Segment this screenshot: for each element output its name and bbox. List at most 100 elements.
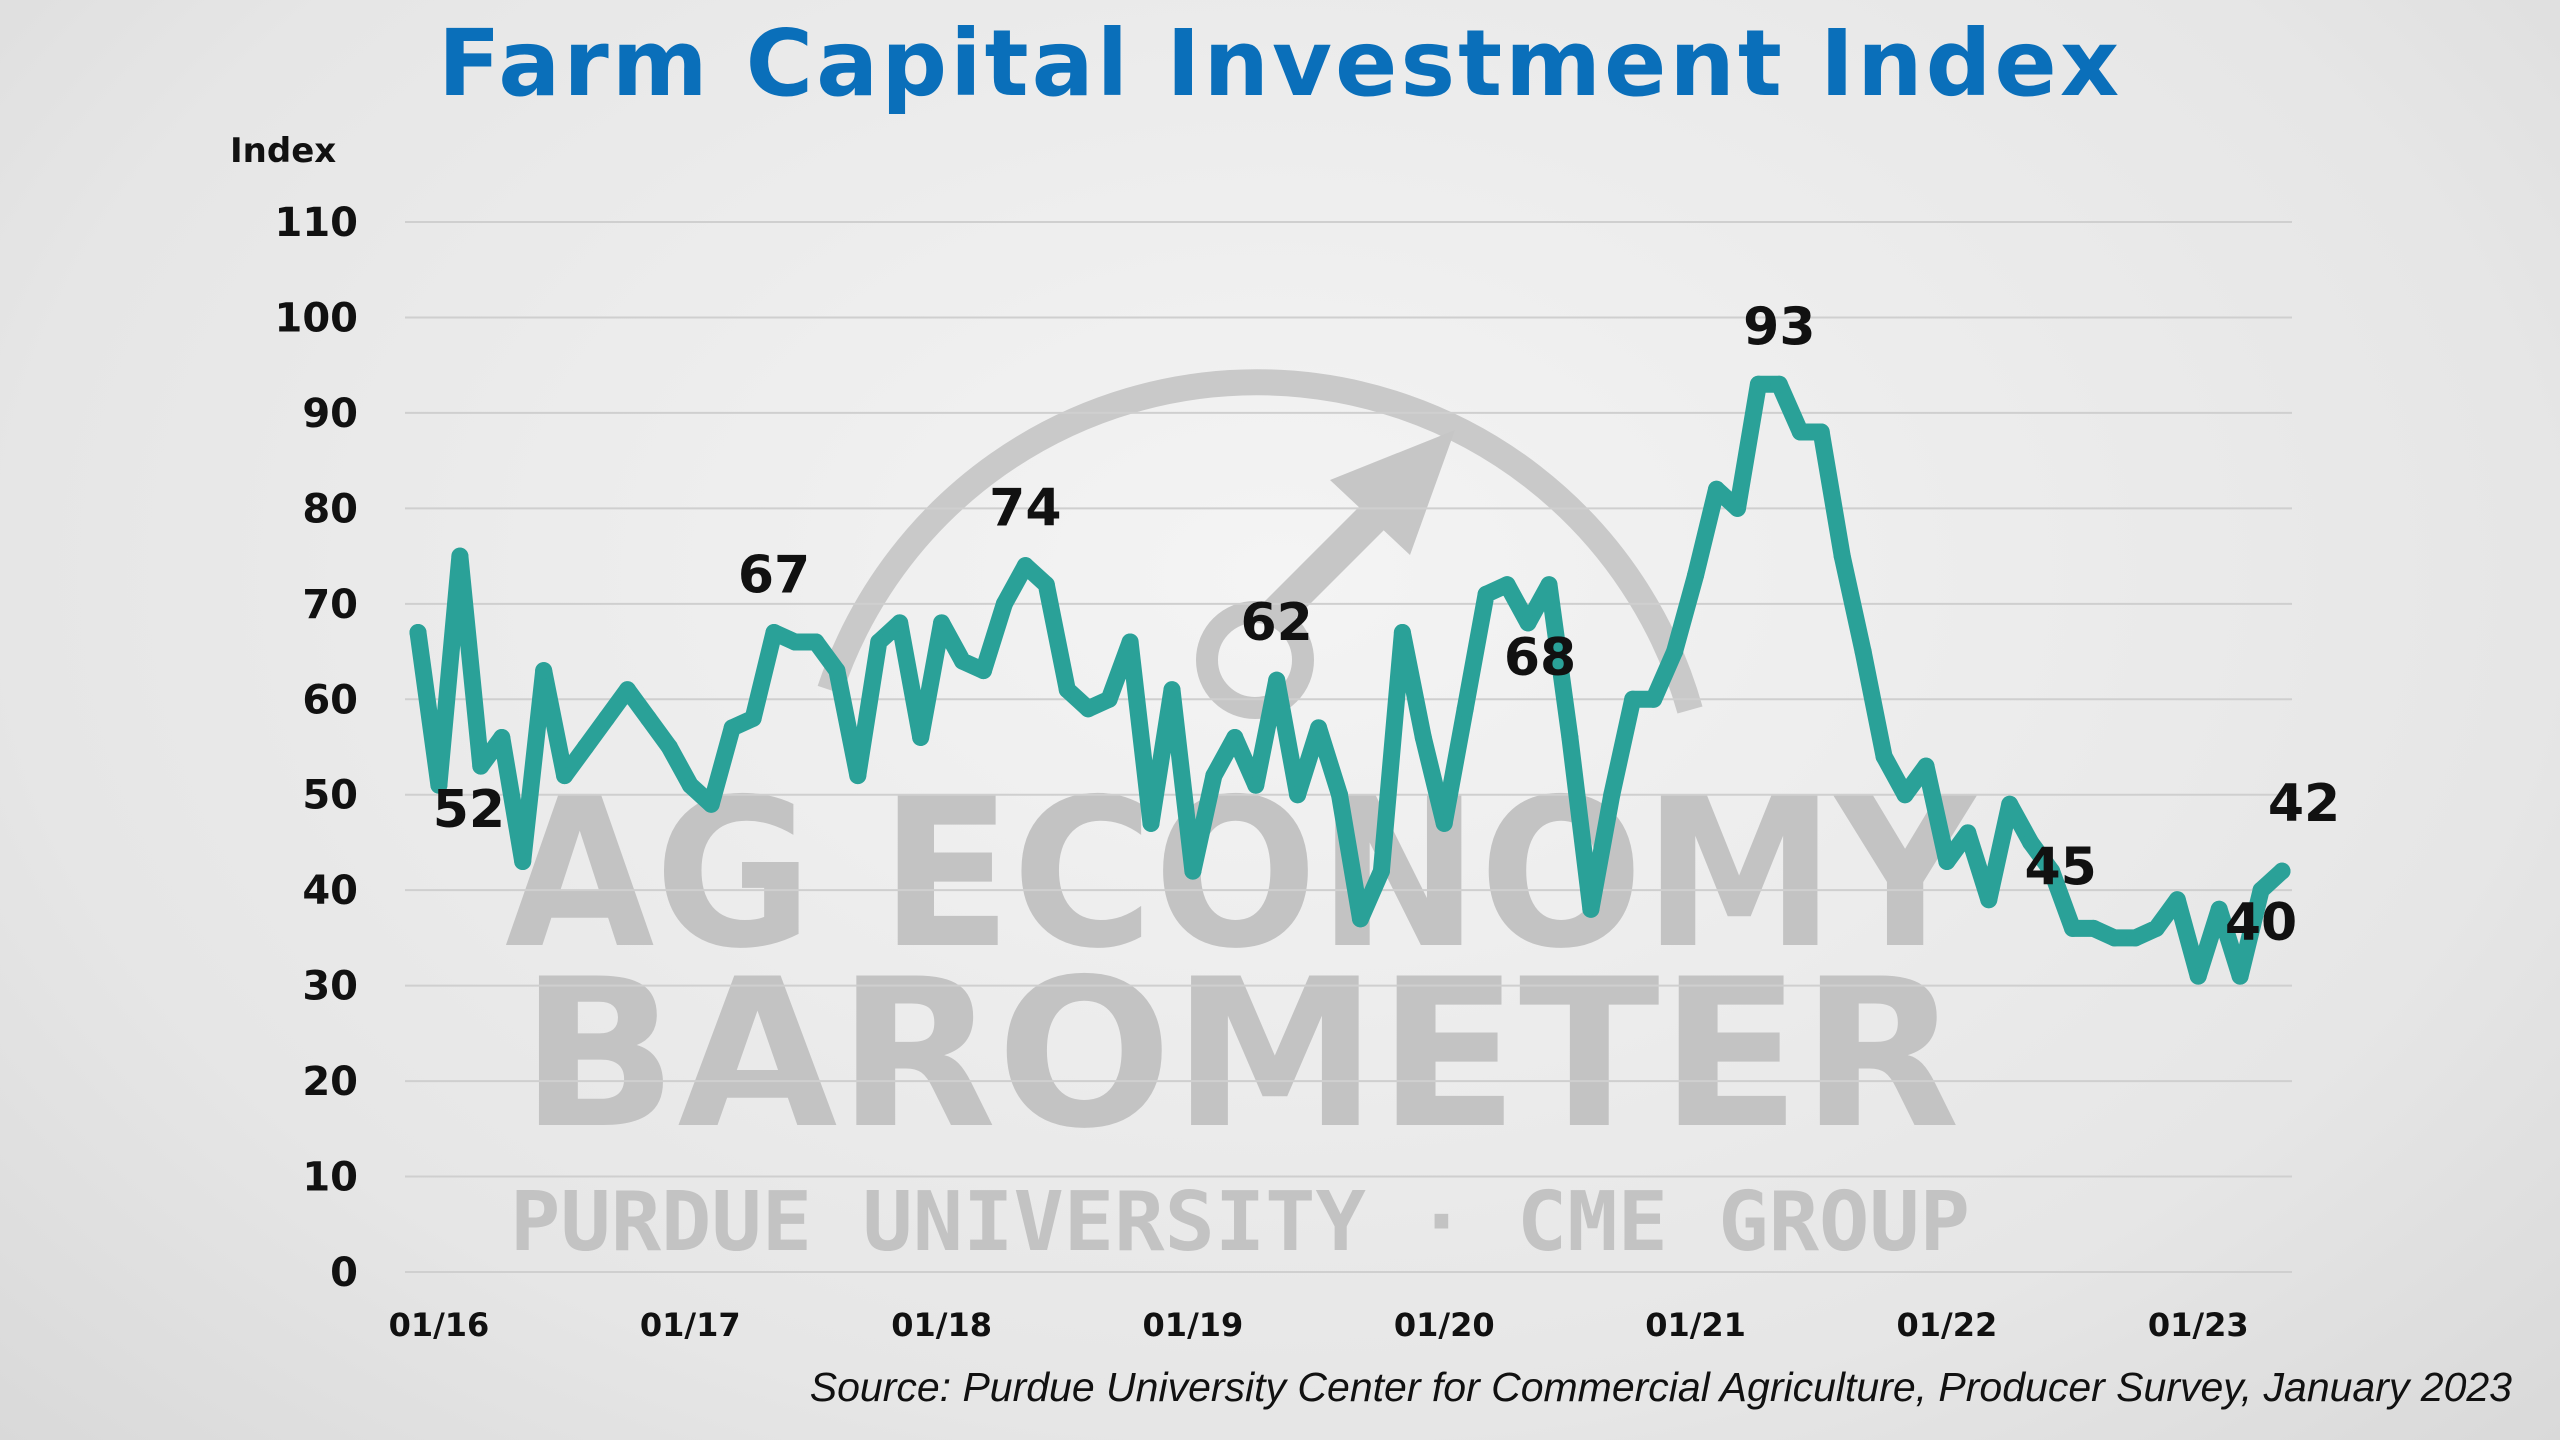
data-point	[1603, 786, 1621, 804]
data-point	[1728, 499, 1746, 517]
y-tick-label: 20	[302, 1059, 358, 1105]
y-tick-label: 110	[275, 200, 359, 246]
data-point	[1016, 557, 1034, 575]
y-tick-label: 50	[302, 773, 358, 819]
data-point	[1791, 423, 1809, 441]
series-line	[409, 375, 2291, 985]
data-points	[409, 375, 2291, 985]
data-point	[2126, 929, 2144, 947]
data-point	[597, 709, 615, 727]
watermark-line2: BAROMETER	[520, 936, 1960, 1174]
data-label: 62	[1241, 593, 1313, 653]
data-point	[744, 709, 762, 727]
data-label: 40	[2225, 893, 2297, 953]
data-point	[1708, 480, 1726, 498]
gauge-needle-icon	[1257, 487, 1403, 633]
y-tick-label: 80	[302, 486, 358, 532]
x-tick-label: 01/16	[389, 1306, 490, 1344]
data-point	[1205, 767, 1223, 785]
gridlines	[405, 221, 2292, 1273]
data-point	[1770, 375, 1788, 393]
data-point	[954, 652, 972, 670]
gauge-arrowhead-icon	[1330, 430, 1455, 555]
y-axis-label: Index	[230, 131, 336, 171]
data-point	[2189, 967, 2207, 985]
data-point	[1896, 786, 1914, 804]
data-point	[681, 776, 699, 794]
y-tick-label: 30	[302, 964, 358, 1010]
data-point	[1310, 719, 1328, 737]
data-point	[702, 795, 720, 813]
data-point	[974, 662, 992, 680]
data-point	[807, 633, 825, 651]
data-point	[1163, 681, 1181, 699]
data-point	[2147, 919, 2165, 937]
x-tick-label: 01/19	[1143, 1306, 1244, 1344]
data-label: 74	[989, 479, 1061, 539]
data-point	[660, 738, 678, 756]
data-point	[1351, 910, 1369, 928]
data-point	[1247, 776, 1265, 794]
data-point	[1980, 891, 1998, 909]
data-point	[1079, 700, 1097, 718]
data-point	[870, 633, 888, 651]
data-point	[2064, 919, 2082, 937]
watermark-line3: PURDUE UNIVERSITY · CME GROUP	[510, 1175, 1970, 1270]
data-point	[535, 662, 553, 680]
gauge-hub-icon	[1196, 601, 1314, 719]
data-point	[723, 719, 741, 737]
data-point	[1917, 757, 1935, 775]
data-point	[2252, 881, 2270, 899]
data-point	[1184, 862, 1202, 880]
data-point	[1938, 853, 1956, 871]
data-point	[1875, 748, 1893, 766]
data-point	[639, 709, 657, 727]
x-tick-label: 01/23	[2148, 1306, 2249, 1344]
data-point	[577, 738, 595, 756]
data-point	[765, 623, 783, 641]
data-point	[472, 757, 490, 775]
y-tick-label: 40	[302, 868, 358, 914]
data-point	[1959, 824, 1977, 842]
data-point	[1372, 862, 1390, 880]
gauge-arc-icon	[817, 369, 1703, 714]
y-tick-label: 90	[302, 391, 358, 437]
data-label: 52	[433, 780, 505, 840]
data-point	[1435, 814, 1453, 832]
data-point	[1749, 375, 1767, 393]
y-axis-ticks: 0 10 20 30 40 50 60 70 80 90 100 110	[275, 200, 359, 1296]
data-point	[1519, 614, 1537, 632]
data-point	[556, 767, 574, 785]
data-point	[1645, 690, 1663, 708]
data-point	[1393, 623, 1411, 641]
data-point	[2001, 795, 2019, 813]
data-point	[1561, 728, 1579, 746]
x-tick-label: 01/22	[1897, 1306, 1998, 1344]
x-tick-label: 01/21	[1645, 1306, 1746, 1344]
data-point	[1854, 643, 1872, 661]
data-point	[618, 681, 636, 699]
data-point	[1456, 700, 1474, 718]
data-point	[891, 614, 909, 632]
x-axis-ticks: 01/16 01/17 01/18 01/19 01/20 01/21 01/22 01/23	[389, 1306, 2249, 1344]
data-point	[430, 776, 448, 794]
y-tick-label: 10	[302, 1155, 358, 1201]
data-point	[1666, 643, 1684, 661]
data-labels: 52 67 74 62 68 93 45 40 42	[433, 297, 2340, 953]
source-note: Source: Purdue University Center for Com…	[809, 1364, 2512, 1410]
data-point	[1121, 633, 1139, 651]
data-point	[1268, 671, 1286, 689]
y-tick-label: 100	[275, 295, 359, 341]
data-point	[849, 767, 867, 785]
y-tick-label: 60	[302, 677, 358, 723]
data-point	[1331, 786, 1349, 804]
data-point	[514, 853, 532, 871]
data-point	[1833, 547, 1851, 565]
data-point	[1812, 423, 1830, 441]
data-point	[1540, 576, 1558, 594]
data-point	[2022, 833, 2040, 851]
data-label: 42	[2268, 774, 2340, 834]
data-point	[409, 623, 427, 641]
data-point	[493, 728, 511, 746]
data-point	[2043, 862, 2061, 880]
